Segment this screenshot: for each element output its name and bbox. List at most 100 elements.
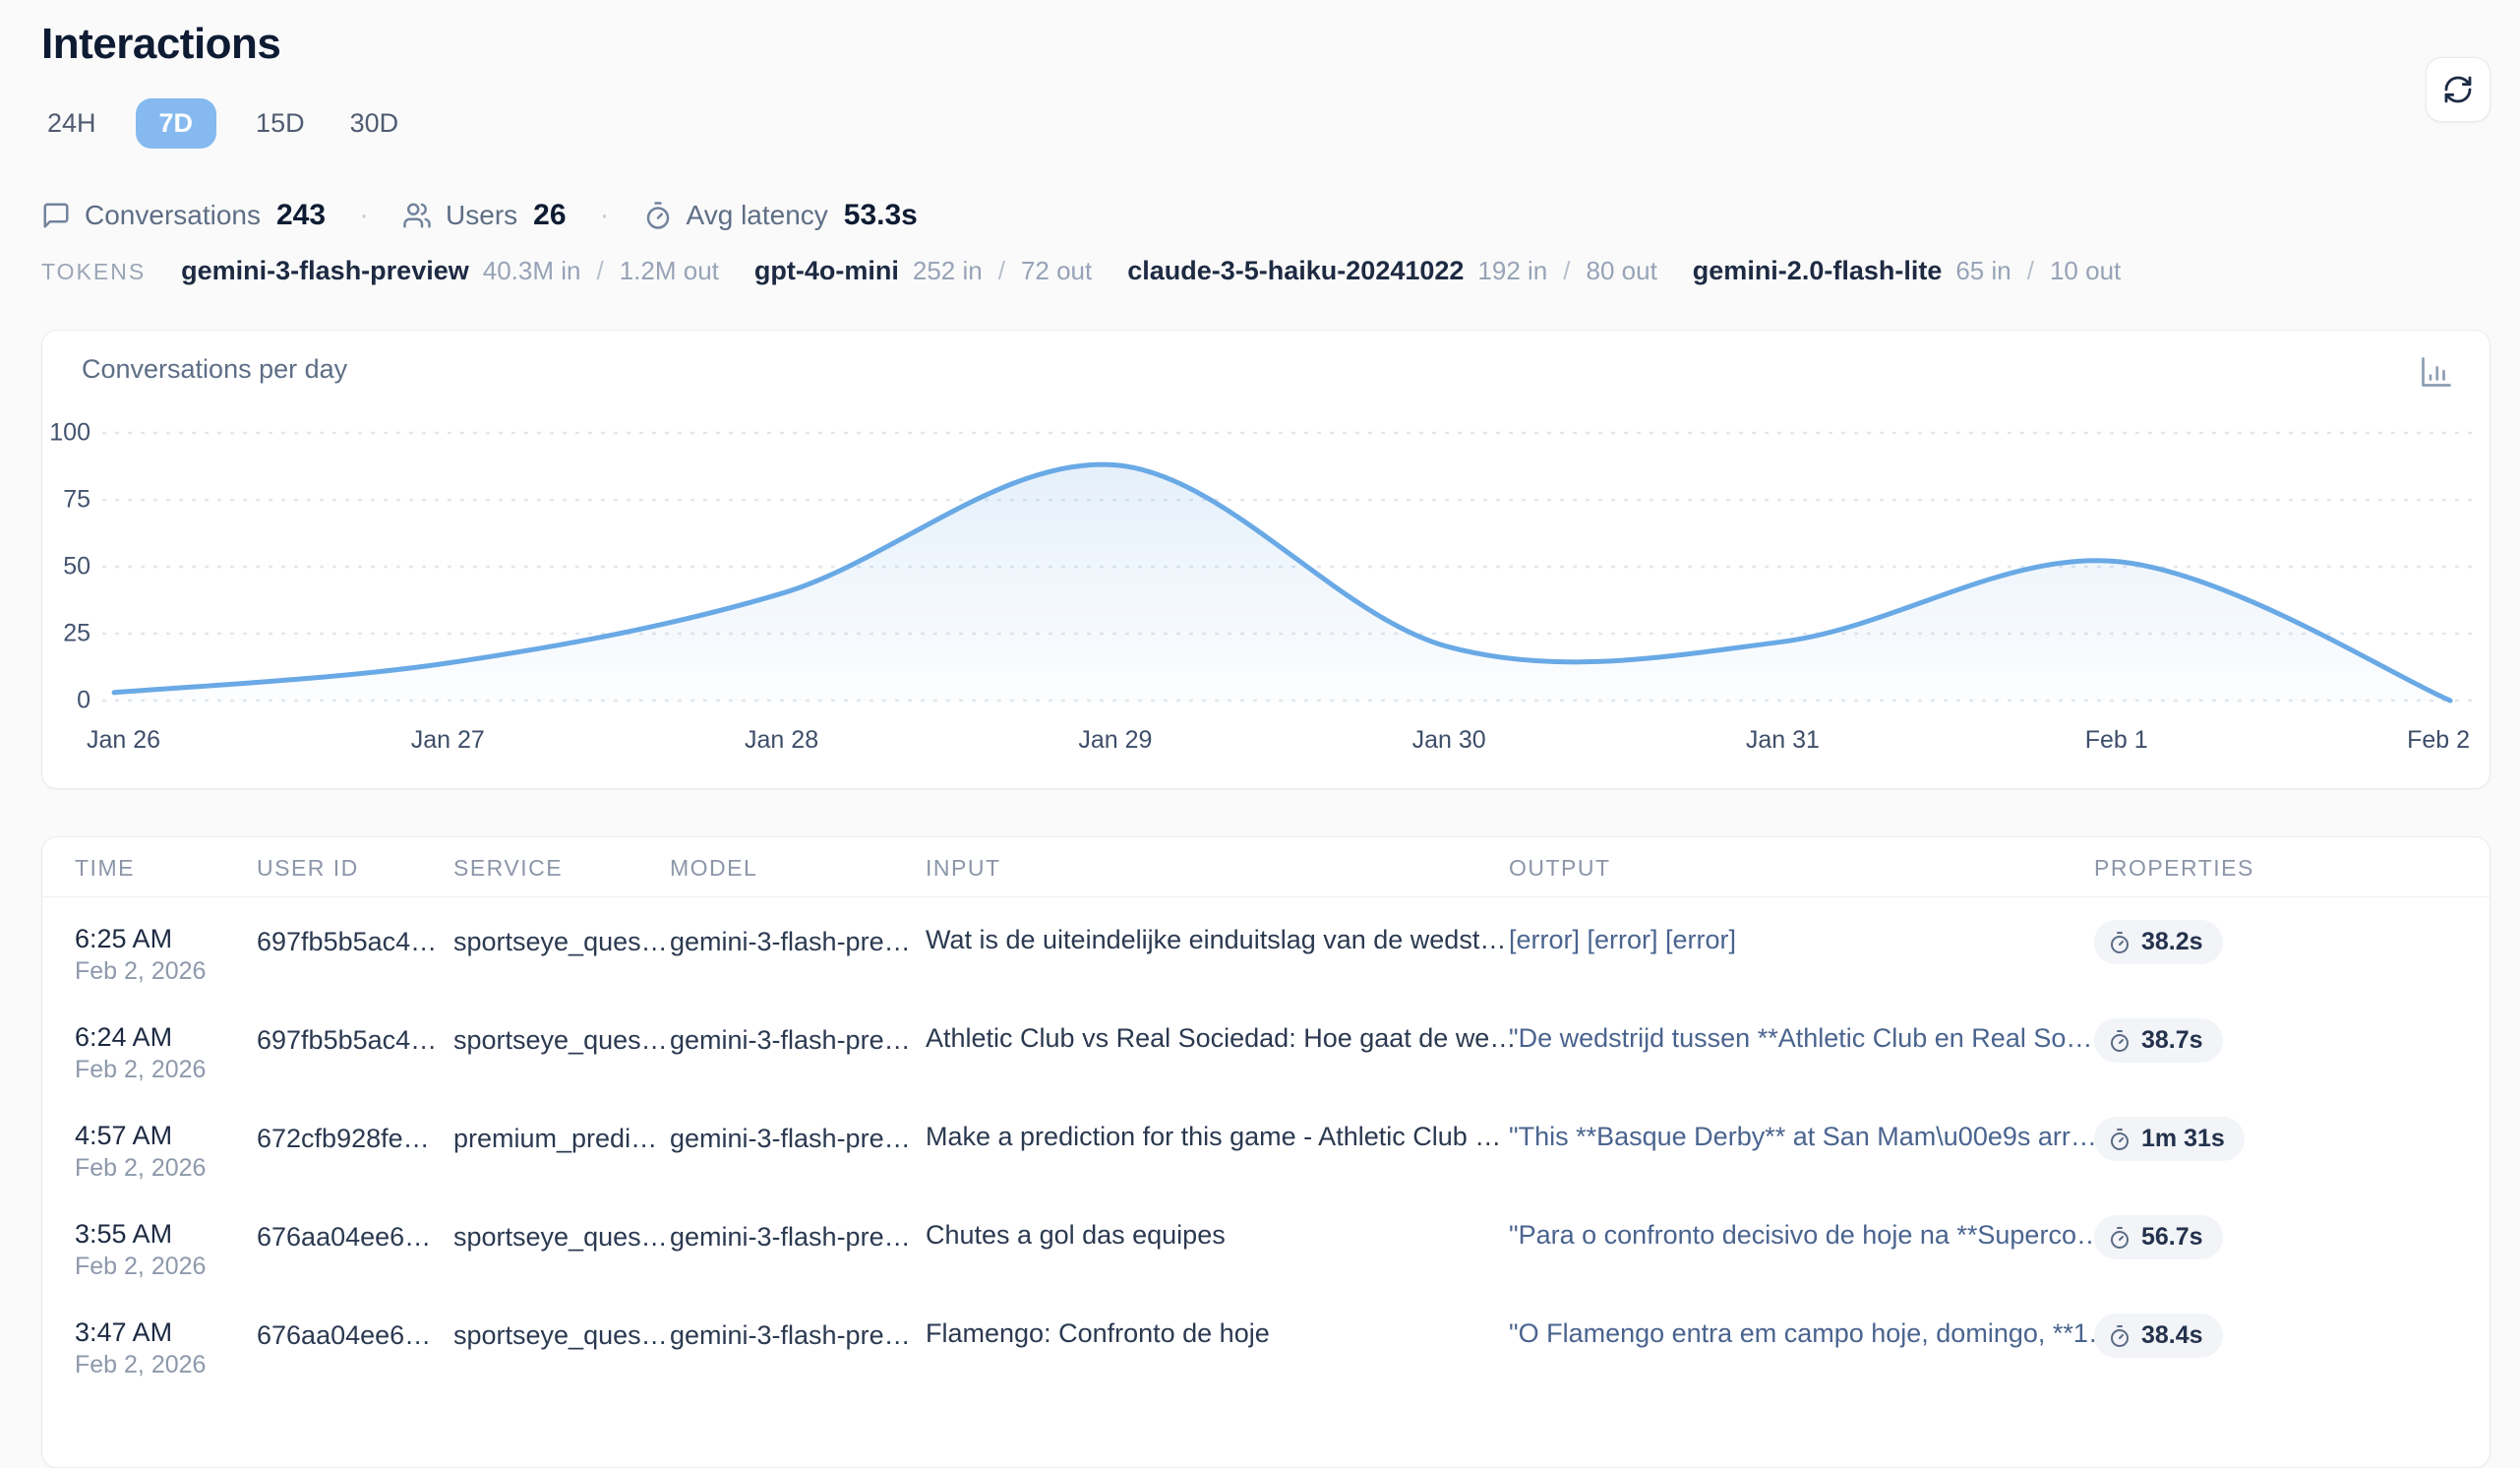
row-input: Wat is de uiteindelijke einduitslag van … [926,925,1507,954]
row-model: gemini-3-flash-pre… [670,1222,911,1252]
tokens-separator: / [2026,256,2034,285]
latency-badge: 56.7s [2094,1215,2223,1259]
conversations-chart: 0 25 50 75 100 Jan 26 Jan 27 Jan 28 Jan 29 Jan 30… [49,419,2480,754]
row-time: 4:57 AM [75,1121,173,1150]
token-model: claude-3-5-haiku-20241022 192 in / 80 ou… [1127,256,1657,286]
col-header-output: OUTPUT [1509,855,1611,881]
stat-users: Users 26 [402,199,567,232]
dot-separator: · [359,199,370,231]
latency-badge: 38.7s [2094,1018,2223,1063]
row-user-id: 676aa04ee6… [257,1222,432,1252]
bar-chart-icon[interactable] [2419,354,2454,390]
latency-value: 1m 31s [2141,1125,2225,1152]
svg-text:Jan 30: Jan 30 [1412,726,1486,754]
chat-bubble-icon [43,203,69,228]
table-row[interactable]: 4:57 AM Feb 2, 2026 672cfb928fe… premium_pr… [42,1093,2490,1192]
table-row[interactable]: 6:25 AM Feb 2, 2026 697fb5b5ac4… sportseye_… [42,896,2490,995]
stat-value: 26 [533,199,567,231]
row-input: Make a prediction for this game - Athlet… [926,1122,1502,1151]
svg-text:100: 100 [49,419,90,447]
row-time: 6:24 AM [75,1022,173,1052]
row-service: sportseye_ques… [453,1025,668,1055]
stopwatch-icon [2111,1324,2129,1347]
row-service: sportseye_ques… [453,1222,668,1252]
tokens-out: 10 out [2049,256,2122,285]
tokens-out: 1.2M out [619,256,719,285]
tab-15d[interactable]: 15D [256,108,305,138]
stat-label: Conversations [85,200,261,230]
table-row[interactable]: 3:55 AM Feb 2, 2026 676aa04ee6… sportseye_q… [42,1192,2490,1290]
row-output: "Para o confronto decisivo de hoje na **… [1509,1220,2103,1250]
interactions-table: TIME USER ID SERVICE MODEL INPUT OUTPUT … [41,836,2490,1468]
row-user-id: 676aa04ee6… [257,1320,432,1350]
tokens-row: TOKENS gemini-3-flash-preview 40.3M in /… [41,256,2121,286]
row-model: gemini-3-flash-pre… [670,1320,911,1350]
row-date: Feb 2, 2026 [75,1351,207,1378]
dot-separator: · [599,199,610,231]
row-date: Feb 2, 2026 [75,1154,207,1182]
token-model: gemini-3-flash-preview 40.3M in / 1.2M o… [181,256,719,286]
table-row[interactable]: 6:24 AM Feb 2, 2026 697fb5b5ac4… sportseye_… [42,995,2490,1093]
col-header-user-id: USER ID [257,855,359,881]
tokens-separator: / [1563,256,1571,285]
stat-value: 53.3s [843,199,918,231]
svg-text:Feb 2: Feb 2 [2407,726,2470,754]
row-input: Flamengo: Confronto de hoje [926,1318,1270,1348]
conversations-chart-card: 0 25 50 75 100 Jan 26 Jan 27 Jan 28 Jan 29 Jan 30… [41,330,2490,789]
stopwatch-icon [2111,1029,2129,1052]
token-model: gpt-4o-mini 252 in / 72 out [754,256,1092,286]
row-output: "This **Basque Derby** at San Mam\u00e9s… [1509,1122,2097,1151]
tab-30d[interactable]: 30D [349,108,399,138]
tokens-in: 40.3M in [482,256,581,285]
stat-label: Avg latency [686,200,828,230]
tab-7d[interactable]: 7D [135,98,217,149]
tab-24h[interactable]: 24H [47,108,96,138]
row-user-id: 697fb5b5ac4… [257,1025,438,1055]
row-model: gemini-3-flash-pre… [670,1124,911,1153]
latency-badge: 38.4s [2094,1314,2223,1358]
svg-text:25: 25 [63,620,90,647]
svg-text:75: 75 [63,486,90,514]
row-output: "De wedstrijd tussen **Athletic Club en … [1509,1023,2093,1053]
stopwatch-icon [2111,931,2129,953]
stat-avg-latency: Avg latency 53.3s [643,199,918,232]
stat-value: 243 [275,199,327,231]
tokens-out: 72 out [1020,256,1093,285]
tokens-in: 192 in [1477,256,1548,285]
tokens-in: 65 in [1955,256,2011,285]
refresh-button[interactable] [2426,57,2490,122]
row-service: premium_predi… [453,1124,658,1153]
stopwatch-icon [2111,1128,2129,1150]
col-header-model: MODEL [670,855,758,881]
stat-label: Users [446,200,518,230]
tokens-out: 80 out [1586,256,1657,285]
col-header-service: SERVICE [453,855,564,881]
latency-value: 38.7s [2141,1026,2203,1054]
svg-text:Jan 28: Jan 28 [745,726,818,754]
stopwatch-icon [646,202,669,229]
stopwatch-icon [2111,1226,2129,1249]
latency-badge: 1m 31s [2094,1117,2245,1161]
stats-row: Conversations 243 · Users 26 · Avg laten… [41,193,918,238]
row-output: [error] [error] [error] [1509,925,1737,954]
token-model: gemini-2.0-flash-lite 65 in / 10 out [1693,256,2121,286]
svg-text:Feb 1: Feb 1 [2085,726,2148,754]
row-service: sportseye_ques… [453,927,668,956]
row-date: Feb 2, 2026 [75,1253,207,1280]
col-header-input: INPUT [926,855,1001,881]
svg-text:Jan 31: Jan 31 [1746,726,1820,754]
tokens-in: 252 in [912,256,983,285]
model-name: claude-3-5-haiku-20241022 [1127,256,1465,285]
row-user-id: 697fb5b5ac4… [257,927,438,956]
row-output: "O Flamengo entra em campo hoje, domingo… [1509,1318,2115,1348]
svg-text:Jan 26: Jan 26 [87,726,160,754]
stat-conversations: Conversations 243 [41,199,326,232]
row-date: Feb 2, 2026 [75,1056,207,1083]
model-name: gemini-2.0-flash-lite [1692,256,1943,285]
tokens-separator: / [997,256,1005,285]
col-header-properties: PROPERTIES [2094,855,2254,881]
table-header: TIME USER ID SERVICE MODEL INPUT OUTPUT … [42,837,2490,897]
latency-value: 56.7s [2141,1223,2203,1251]
table-row[interactable]: 3:47 AM Feb 2, 2026 676aa04ee6… sportseye_q… [42,1290,2490,1388]
row-user-id: 672cfb928fe… [257,1124,430,1153]
